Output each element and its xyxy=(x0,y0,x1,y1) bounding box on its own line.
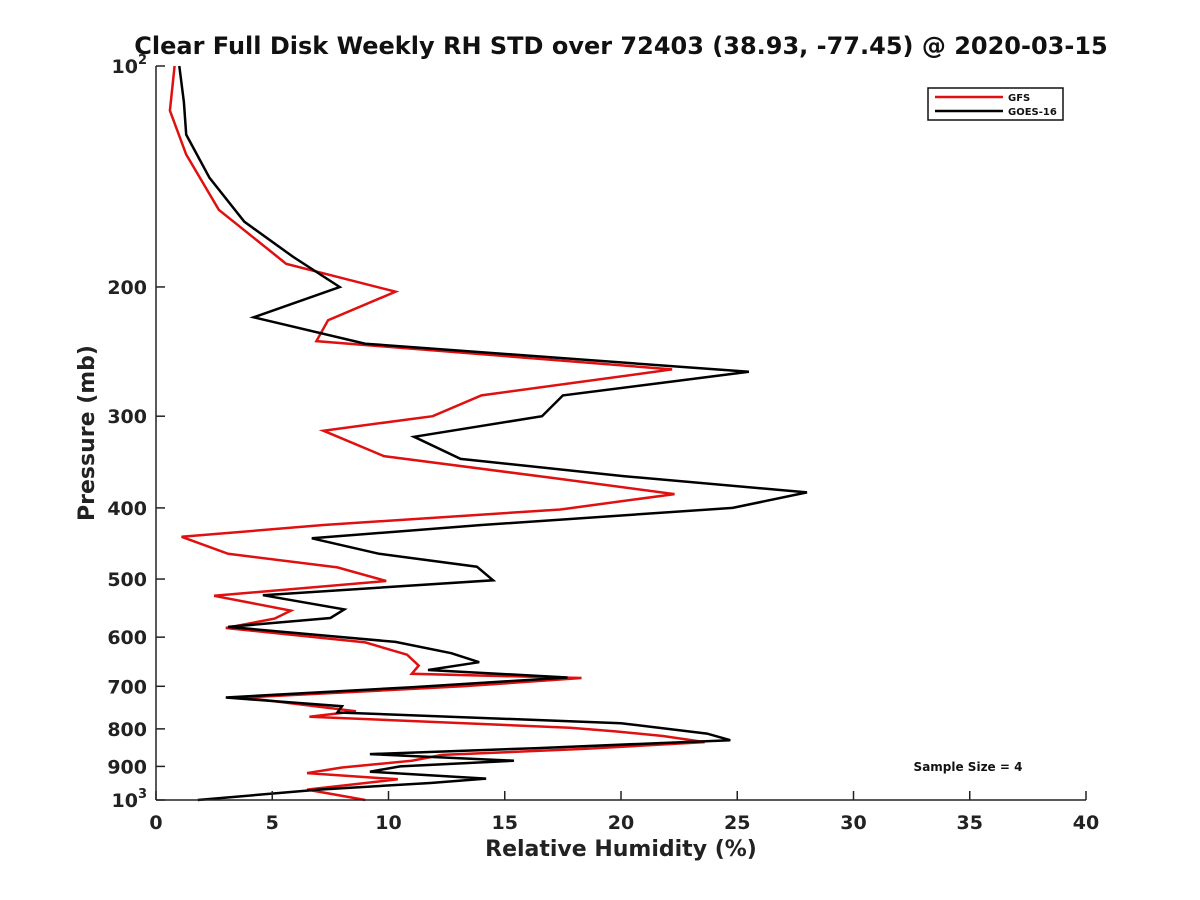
y-tick-label: 500 xyxy=(107,569,147,591)
y-tick-label: 103 xyxy=(112,787,148,812)
legend: GFS GOES-16 xyxy=(927,87,1064,121)
chart-title: Clear Full Disk Weekly RH STD over 72403… xyxy=(134,32,1107,60)
x-tick-label: 15 xyxy=(492,812,518,834)
plot-lines xyxy=(168,65,808,802)
y-tick-label: 300 xyxy=(107,406,147,428)
series-line-goes16 xyxy=(178,65,808,802)
x-tick-label: 35 xyxy=(957,812,983,834)
y-tick-label: 800 xyxy=(107,719,147,741)
sample-size-annotation: Sample Size = 4 xyxy=(914,760,1023,774)
y-tick-label: 700 xyxy=(107,676,147,698)
x-tick-label: 0 xyxy=(149,812,162,834)
legend-box xyxy=(927,87,1064,121)
legend-label-goes16: GOES-16 xyxy=(1008,107,1057,118)
y-tick-label: 600 xyxy=(107,627,147,649)
x-tick-label: 40 xyxy=(1073,812,1099,834)
y-ticks: 102 200 300 400 500 600 700 800 900 103 xyxy=(107,53,165,812)
legend-label-gfs: GFS xyxy=(1008,93,1030,104)
x-tick-label: 20 xyxy=(608,812,634,834)
y-axis-label: Pressure (mb) xyxy=(75,345,100,521)
series-line-gfs xyxy=(168,65,705,802)
y-tick-label: 900 xyxy=(107,756,147,778)
x-tick-label: 5 xyxy=(266,812,279,834)
x-tick-label: 25 xyxy=(724,812,750,834)
x-tick-label: 10 xyxy=(375,812,401,834)
x-axis-label: Relative Humidity (%) xyxy=(485,837,757,862)
y-tick-label: 102 xyxy=(112,53,148,78)
x-ticks: 0 5 10 15 20 25 30 35 40 xyxy=(149,791,1099,834)
y-tick-label: 200 xyxy=(107,277,147,299)
x-tick-label: 30 xyxy=(840,812,866,834)
plot-area xyxy=(156,66,1086,800)
y-tick-label: 400 xyxy=(107,498,147,520)
